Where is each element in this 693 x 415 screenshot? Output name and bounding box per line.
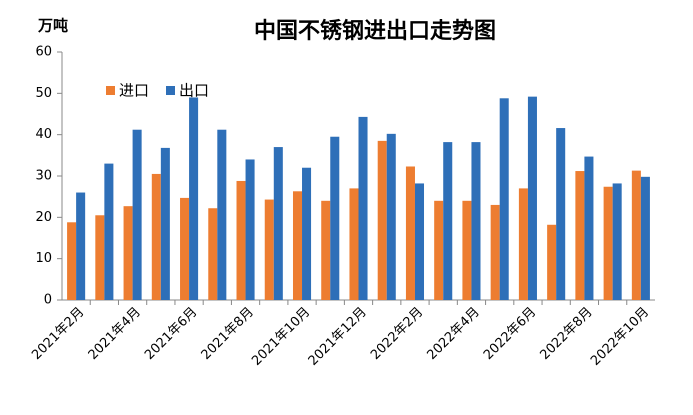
bar	[584, 156, 594, 300]
bar	[405, 166, 415, 300]
x-tick-label: 2021年8月	[199, 305, 257, 363]
chart-title: 中国不锈钢进出口走势图	[254, 18, 496, 44]
bar	[443, 142, 453, 300]
bar	[123, 206, 133, 300]
bar	[321, 200, 331, 300]
bar	[386, 133, 396, 300]
y-unit: 万吨	[37, 17, 68, 35]
x-tick-label: 2022年2月	[368, 305, 426, 363]
y-tick-label: 10	[35, 251, 52, 266]
bar	[236, 180, 246, 300]
x-tick-label: 2021年12月	[306, 305, 370, 369]
bar	[95, 215, 105, 300]
bar	[462, 200, 472, 300]
bar	[612, 183, 622, 300]
legend-swatch	[106, 86, 115, 95]
bar	[208, 208, 218, 300]
bar	[499, 98, 509, 300]
bar	[292, 191, 303, 300]
y-tick-label: 40	[35, 127, 52, 142]
bar	[330, 136, 340, 300]
bar	[556, 128, 566, 300]
bar	[603, 186, 613, 300]
x-tick-label: 2021年2月	[29, 305, 87, 363]
bar	[302, 167, 312, 300]
bar	[575, 171, 585, 300]
bar	[189, 97, 199, 300]
bar	[217, 129, 227, 300]
bar	[104, 163, 114, 300]
x-tick-label: 2022年4月	[425, 305, 483, 363]
bar	[273, 147, 283, 300]
bar	[76, 192, 86, 300]
bar	[414, 183, 425, 300]
legend-label: 出口	[179, 82, 209, 100]
bar	[67, 222, 77, 300]
bar	[377, 140, 387, 300]
bar	[151, 173, 161, 300]
legend-label: 进口	[119, 82, 149, 100]
x-tick-label: 2021年4月	[86, 305, 144, 363]
legend-swatch	[166, 86, 175, 95]
x-tick-label: 2022年6月	[481, 305, 539, 363]
bar	[160, 147, 170, 300]
y-tick-label: 60	[35, 45, 52, 60]
x-tick-label: 2022年8月	[537, 305, 595, 363]
bar	[245, 159, 255, 300]
y-tick-label: 20	[35, 210, 52, 225]
bar	[490, 204, 500, 300]
bar	[349, 188, 359, 300]
bar	[264, 199, 274, 300]
bar	[358, 116, 368, 300]
bar	[527, 96, 537, 300]
bar	[640, 176, 650, 300]
x-tick-label: 2021年10月	[249, 305, 313, 369]
bar	[518, 188, 528, 300]
bar	[471, 142, 481, 300]
y-tick-label: 0	[44, 293, 52, 308]
bar	[434, 200, 444, 300]
x-tick-label: 2021年6月	[142, 305, 200, 363]
bar	[547, 224, 557, 300]
y-tick-label: 50	[35, 86, 52, 101]
bar	[180, 197, 190, 300]
y-tick-label: 30	[35, 169, 52, 184]
bar	[631, 170, 641, 300]
bar	[132, 129, 142, 300]
x-tick-label: 2022年10月	[588, 305, 652, 369]
